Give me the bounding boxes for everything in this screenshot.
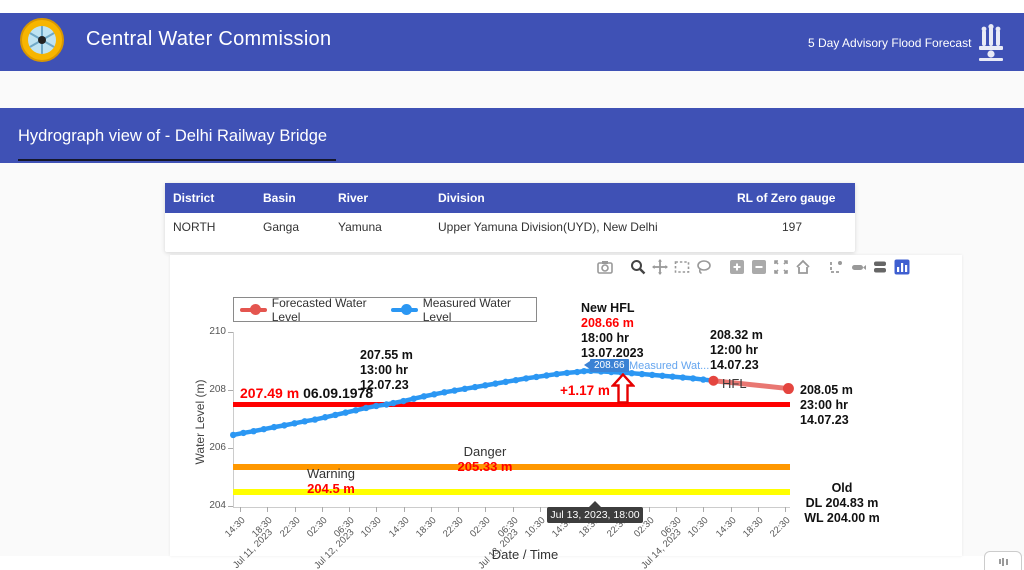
annotation-previous-peak: 207.55 m 13:00 hr 12.07.23 bbox=[360, 348, 413, 392]
cell-division: Upper Yamuna Division(UYD), New Delhi bbox=[438, 220, 658, 234]
hfl-line-label: HFL bbox=[722, 376, 747, 391]
legend-item-measured[interactable]: Measured Water Level bbox=[390, 295, 530, 324]
forecast-legend-swatch bbox=[240, 304, 267, 315]
x-tick-mark bbox=[539, 507, 541, 512]
y-tick-label: 208 bbox=[209, 384, 226, 395]
box-select-icon[interactable] bbox=[673, 258, 690, 275]
widget-button[interactable] bbox=[984, 551, 1022, 570]
annotation-rise-amount: +1.17 m bbox=[560, 383, 610, 398]
lasso-select-icon[interactable] bbox=[695, 258, 712, 275]
plotly-logo-icon[interactable] bbox=[893, 258, 910, 275]
measured-legend-swatch bbox=[390, 304, 418, 315]
app-title: Central Water Commission bbox=[86, 28, 332, 50]
page-title: Hydrograph view of - Delhi Railway Bridg… bbox=[18, 127, 328, 145]
cwc-logo-icon bbox=[20, 18, 64, 62]
download-plot-icon[interactable] bbox=[596, 258, 613, 275]
x-axis-tooltip-caret bbox=[589, 501, 601, 507]
pan-icon[interactable] bbox=[651, 258, 668, 275]
x-tick-mark bbox=[267, 507, 269, 512]
col-river: River bbox=[330, 183, 430, 213]
warning-reference-line bbox=[233, 488, 790, 495]
zoom-in-icon[interactable] bbox=[728, 258, 745, 275]
x-tick-mark bbox=[512, 507, 514, 512]
annotation-measured-end: 208.32 m 12:00 hr 14.07.23 bbox=[710, 328, 763, 372]
x-tick-mark bbox=[240, 507, 241, 512]
table-row: NORTH Ganga Yamuna Upper Yamuna Division… bbox=[165, 213, 855, 241]
x-tick-mark bbox=[730, 507, 732, 512]
x-tick-mark bbox=[676, 507, 677, 512]
y-tick-label: 204 bbox=[209, 500, 226, 511]
autoscale-icon[interactable] bbox=[772, 258, 789, 275]
cell-district: NORTH bbox=[173, 220, 216, 234]
legend-label: Forecasted Water Level bbox=[271, 295, 367, 324]
x-tick-mark bbox=[485, 507, 487, 512]
hover-closest-icon[interactable] bbox=[849, 258, 866, 275]
x-tick-mark bbox=[294, 507, 296, 512]
chart-modebar bbox=[596, 258, 910, 275]
y-tick-label: 206 bbox=[209, 442, 226, 453]
y-tick-label: 210 bbox=[209, 326, 226, 337]
cell-rl-zero-gauge: 197 bbox=[781, 220, 803, 234]
x-tick-mark bbox=[458, 507, 459, 512]
y-tick-mark bbox=[228, 506, 233, 507]
x-axis-hover-tooltip: Jul 13, 2023, 18:00 bbox=[547, 507, 643, 523]
y-tick-mark bbox=[228, 390, 233, 391]
col-district: District bbox=[165, 183, 255, 213]
rise-up-arrow-icon bbox=[610, 372, 636, 409]
x-tick-mark bbox=[648, 507, 650, 512]
x-axis-line bbox=[233, 507, 790, 508]
cell-basin: Ganga bbox=[263, 220, 300, 234]
chart-legend: Forecasted Water Level Measured Water Le… bbox=[233, 295, 537, 324]
annotation-danger-level: Danger 205.33 m bbox=[457, 444, 513, 474]
section-title-bar bbox=[0, 108, 1024, 163]
danger-reference-line bbox=[233, 464, 790, 471]
toggle-spikelines-icon[interactable] bbox=[827, 258, 844, 275]
annotation-old-danger-warning-levels: Old DL 204.83 m WL 204.00 m bbox=[804, 481, 880, 525]
x-tick-mark bbox=[376, 507, 378, 512]
zoom-out-icon[interactable] bbox=[750, 258, 767, 275]
y-axis-line bbox=[233, 332, 234, 507]
legend-item-forecast[interactable]: Forecasted Water Level bbox=[240, 296, 385, 324]
annotation-old-hfl: 207.49 m 06.09.1978 bbox=[240, 385, 374, 401]
y-tick-mark bbox=[228, 448, 233, 449]
x-tick-mark bbox=[785, 507, 786, 512]
col-rl-zero-gauge: RL of Zero gauge bbox=[729, 183, 855, 213]
x-tick-mark bbox=[403, 507, 405, 512]
x-tick-mark bbox=[349, 507, 350, 512]
x-axis-title: Date / Time bbox=[491, 547, 559, 562]
hfl-reference-line bbox=[233, 402, 790, 408]
advisory-forecast-label: 5 Day Advisory Flood Forecast bbox=[808, 36, 972, 50]
x-tick-mark bbox=[430, 507, 432, 512]
hover-compare-icon[interactable] bbox=[871, 258, 888, 275]
table-header: District Basin River Division RL of Zero… bbox=[165, 183, 855, 213]
x-tick-mark bbox=[757, 507, 759, 512]
col-basin: Basin bbox=[255, 183, 330, 213]
reset-axes-icon[interactable] bbox=[794, 258, 811, 275]
y-tick-mark bbox=[228, 332, 233, 333]
annotation-warning-level: Warning 204.5 m bbox=[307, 466, 355, 496]
legend-label: Measured Water Level bbox=[422, 295, 511, 324]
x-tick-mark bbox=[321, 507, 323, 512]
annotation-forecast-end: 208.05 m 23:00 hr 14.07.23 bbox=[800, 383, 853, 427]
hover-series-name: Measured Wat... bbox=[629, 360, 710, 372]
x-tick-mark bbox=[703, 507, 705, 512]
hover-caret bbox=[584, 361, 590, 369]
hover-point-value: 208.66 bbox=[590, 359, 629, 372]
zoom-icon[interactable] bbox=[629, 258, 646, 275]
title-underline bbox=[18, 159, 336, 161]
app-header bbox=[0, 13, 1024, 71]
col-division: Division bbox=[430, 183, 729, 213]
emblem-of-india-icon bbox=[974, 24, 1008, 62]
annotation-new-hfl: New HFL 208.66 m 18:00 hr 13.07.2023 bbox=[581, 301, 644, 360]
station-info-table: District Basin River Division RL of Zero… bbox=[165, 183, 855, 252]
cell-river: Yamuna bbox=[338, 220, 382, 234]
